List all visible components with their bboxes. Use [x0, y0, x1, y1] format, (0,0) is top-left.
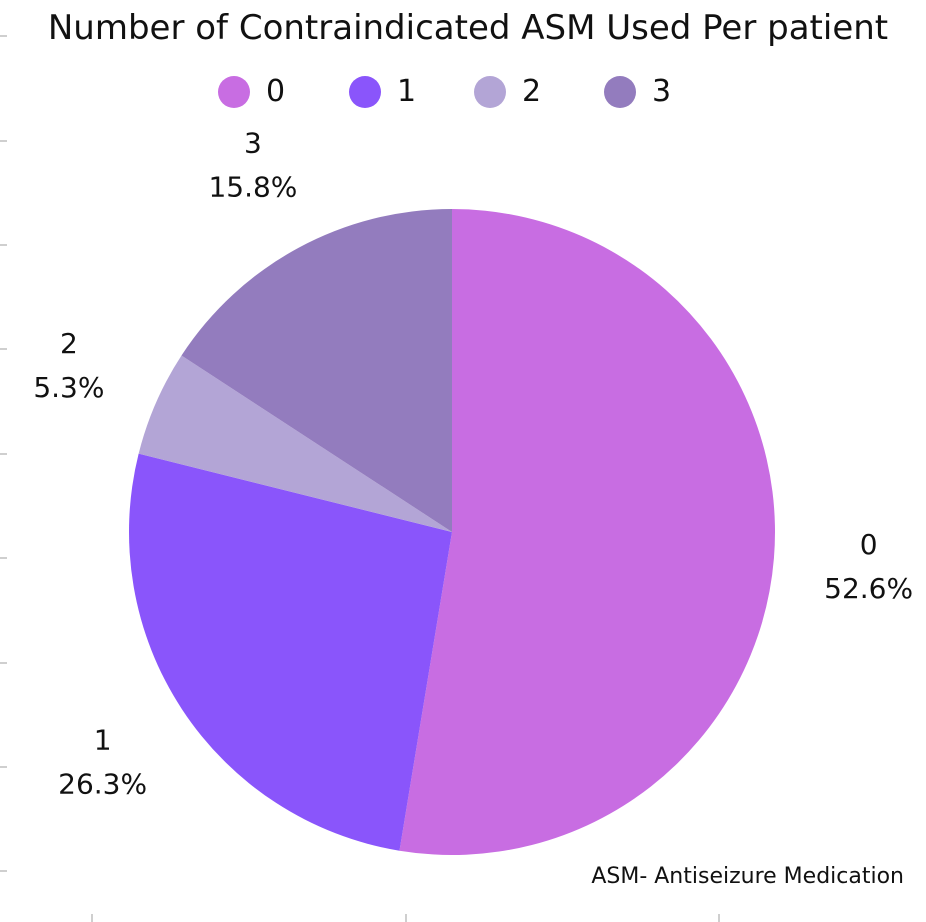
legend-label-1: 1 [397, 74, 417, 109]
pie-slices [128, 208, 775, 855]
slice-label-value-0: 52.6% [824, 572, 913, 605]
legend-swatch-2 [474, 76, 506, 108]
slice-label-category-2: 2 [60, 327, 78, 360]
legend-swatch-1 [349, 76, 381, 108]
legend-swatch-0 [218, 76, 250, 108]
legend-item-2[interactable]: 2 [474, 70, 541, 114]
pie-slice-1[interactable] [128, 453, 453, 851]
legend-item-3[interactable]: 3 [604, 70, 671, 114]
legend-label-3: 3 [652, 74, 672, 109]
slice-label-category-1: 1 [94, 723, 112, 756]
pie-slice-2[interactable] [138, 355, 452, 532]
legend-item-1[interactable]: 1 [349, 70, 416, 114]
slice-label-value-1: 26.3% [58, 767, 147, 800]
chart-title: Number of Contraindicated ASM Used Per p… [47, 8, 889, 48]
legend-label-2: 2 [522, 74, 542, 109]
legend-label-0: 0 [266, 74, 286, 109]
slice-labels: 0 52.6% 1 26.3% 2 5.3% 3 15.8% [33, 126, 913, 800]
legend-item-0[interactable]: 0 [218, 70, 285, 114]
legend-swatch-3 [604, 76, 636, 108]
legend: 0 1 2 3 [0, 70, 926, 114]
axis-ticks [0, 35, 720, 922]
slice-label-value-2: 5.3% [33, 371, 104, 404]
slice-label-category-3: 3 [244, 126, 262, 159]
slice-label-category-0: 0 [860, 528, 878, 561]
pie-slice-3[interactable] [181, 208, 452, 532]
pie-slice-0[interactable] [399, 209, 775, 855]
slice-label-value-3: 15.8% [208, 170, 297, 203]
footnote: ASM- Antiseizure Medication [591, 864, 904, 889]
